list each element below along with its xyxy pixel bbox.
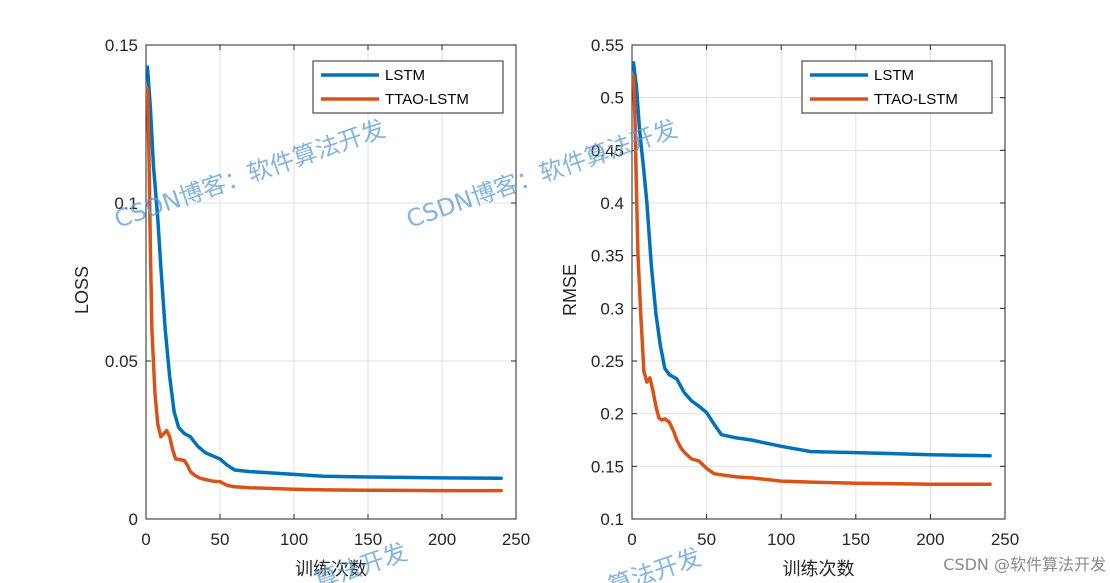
- legend-label-lstm: LSTM: [385, 67, 425, 84]
- y-tick-label-0: 0: [129, 510, 138, 529]
- series-line-ttao-lstm: [145, 87, 503, 493]
- y-tick-label-4: 0.3: [600, 299, 624, 318]
- legend: LSTM TTAO-LSTM: [801, 60, 993, 114]
- y-tick-label-8: 0.5: [600, 89, 624, 108]
- legend-label-ttao-lstm: TTAO-LSTM: [385, 91, 469, 108]
- legend-label-ttao-lstm: TTAO-LSTM: [874, 91, 958, 108]
- legend: LSTM TTAO-LSTM: [312, 60, 504, 114]
- x-tick-label-3: 150: [354, 530, 382, 549]
- axes-box: [631, 44, 1006, 520]
- y-tick-label-3: 0.25: [591, 352, 624, 371]
- x-tick-label-5: 250: [991, 530, 1019, 549]
- series-line-ttao-lstm: [631, 74, 992, 486]
- watermark-bottom-right: 算法开发: [605, 543, 705, 583]
- legend-label-lstm: LSTM: [874, 67, 914, 84]
- y-tick-label-7: 0.45: [591, 141, 624, 160]
- y-axis-label: RMSE: [560, 264, 580, 316]
- x-axis-label: 训练次数: [295, 559, 367, 579]
- legend-box: [312, 60, 504, 114]
- x-tick-label-0: 0: [627, 530, 636, 549]
- x-tick-label-5: 250: [502, 530, 530, 549]
- x-tick-label-1: 50: [697, 530, 716, 549]
- x-tick-label-3: 150: [842, 530, 870, 549]
- y-tick-label-2: 0.1: [114, 194, 138, 213]
- x-tick-label-2: 100: [767, 530, 795, 549]
- x-tick-label-0: 0: [141, 530, 150, 549]
- credit-text: CSDN @软件算法开发: [943, 555, 1106, 574]
- x-tick-label-4: 200: [428, 530, 456, 549]
- series-line-lstm: [631, 61, 992, 458]
- y-tick-label-9: 0.55: [591, 36, 624, 55]
- axes-box: [145, 44, 517, 520]
- watermark-right: CSDN博客：软件算法开发: [403, 115, 681, 234]
- series-line-lstm: [145, 65, 503, 480]
- x-tick-label-2: 100: [280, 530, 308, 549]
- x-tick-label-4: 200: [916, 530, 944, 549]
- rmse-chart: 0 50 100 150 200 250 0.1 0.15 0.2 0.25 0.3 0.35 0.4 0…: [560, 36, 1019, 579]
- x-axis-label: 训练次数: [783, 559, 855, 579]
- y-tick-label-5: 0.35: [591, 247, 624, 266]
- y-tick-label-1: 0.05: [105, 352, 138, 371]
- legend-box: [801, 60, 993, 114]
- y-tick-label-1: 0.15: [591, 457, 624, 476]
- x-tick-label-1: 50: [211, 530, 230, 549]
- y-tick-label-2: 0.2: [600, 405, 624, 424]
- y-tick-label-0: 0.1: [600, 510, 624, 529]
- y-tick-label-3: 0.15: [105, 36, 138, 55]
- y-axis-label: LOSS: [72, 266, 92, 314]
- y-tick-label-6: 0.4: [600, 194, 624, 213]
- loss-chart: 0 50 100 150 200 250 0 0.05 0.1 0.15 训练次数 LOSS LSTM T…: [72, 36, 530, 579]
